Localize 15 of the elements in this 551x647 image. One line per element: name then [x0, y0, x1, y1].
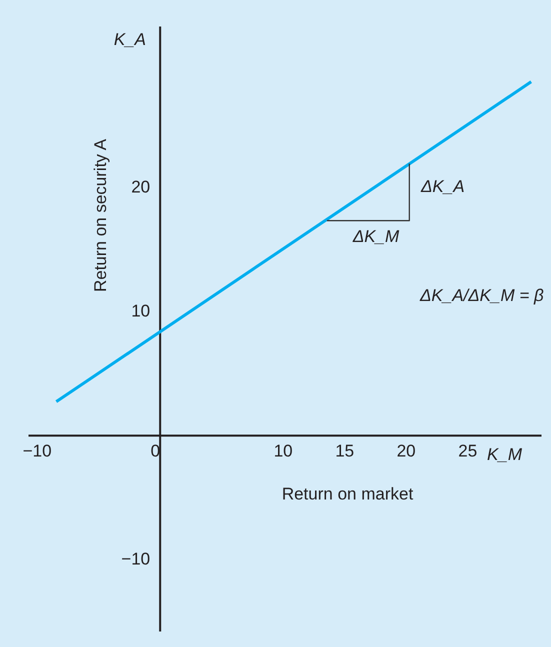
x-tick-label: −10 — [22, 442, 52, 461]
x-tick-label: 20 — [396, 442, 416, 461]
y-axis-title: Return on security A — [91, 138, 110, 292]
x-tick-label: 10 — [274, 442, 293, 461]
x-axis-title: Return on market — [282, 484, 414, 504]
y-tick-label: 20 — [131, 178, 150, 197]
y-tick-label: 10 — [131, 302, 150, 321]
x-tick-label: 15 — [335, 442, 354, 461]
annotation: ΔK_A — [420, 177, 465, 196]
annotation: K_A — [114, 30, 146, 49]
y-tick-label: −10 — [121, 550, 150, 569]
annotation: ΔK_M — [352, 227, 400, 246]
annotation: ΔK_A/ΔK_M = β — [419, 286, 544, 305]
annotation: K_M — [487, 445, 523, 464]
x-tick-label: 25 — [458, 442, 478, 461]
